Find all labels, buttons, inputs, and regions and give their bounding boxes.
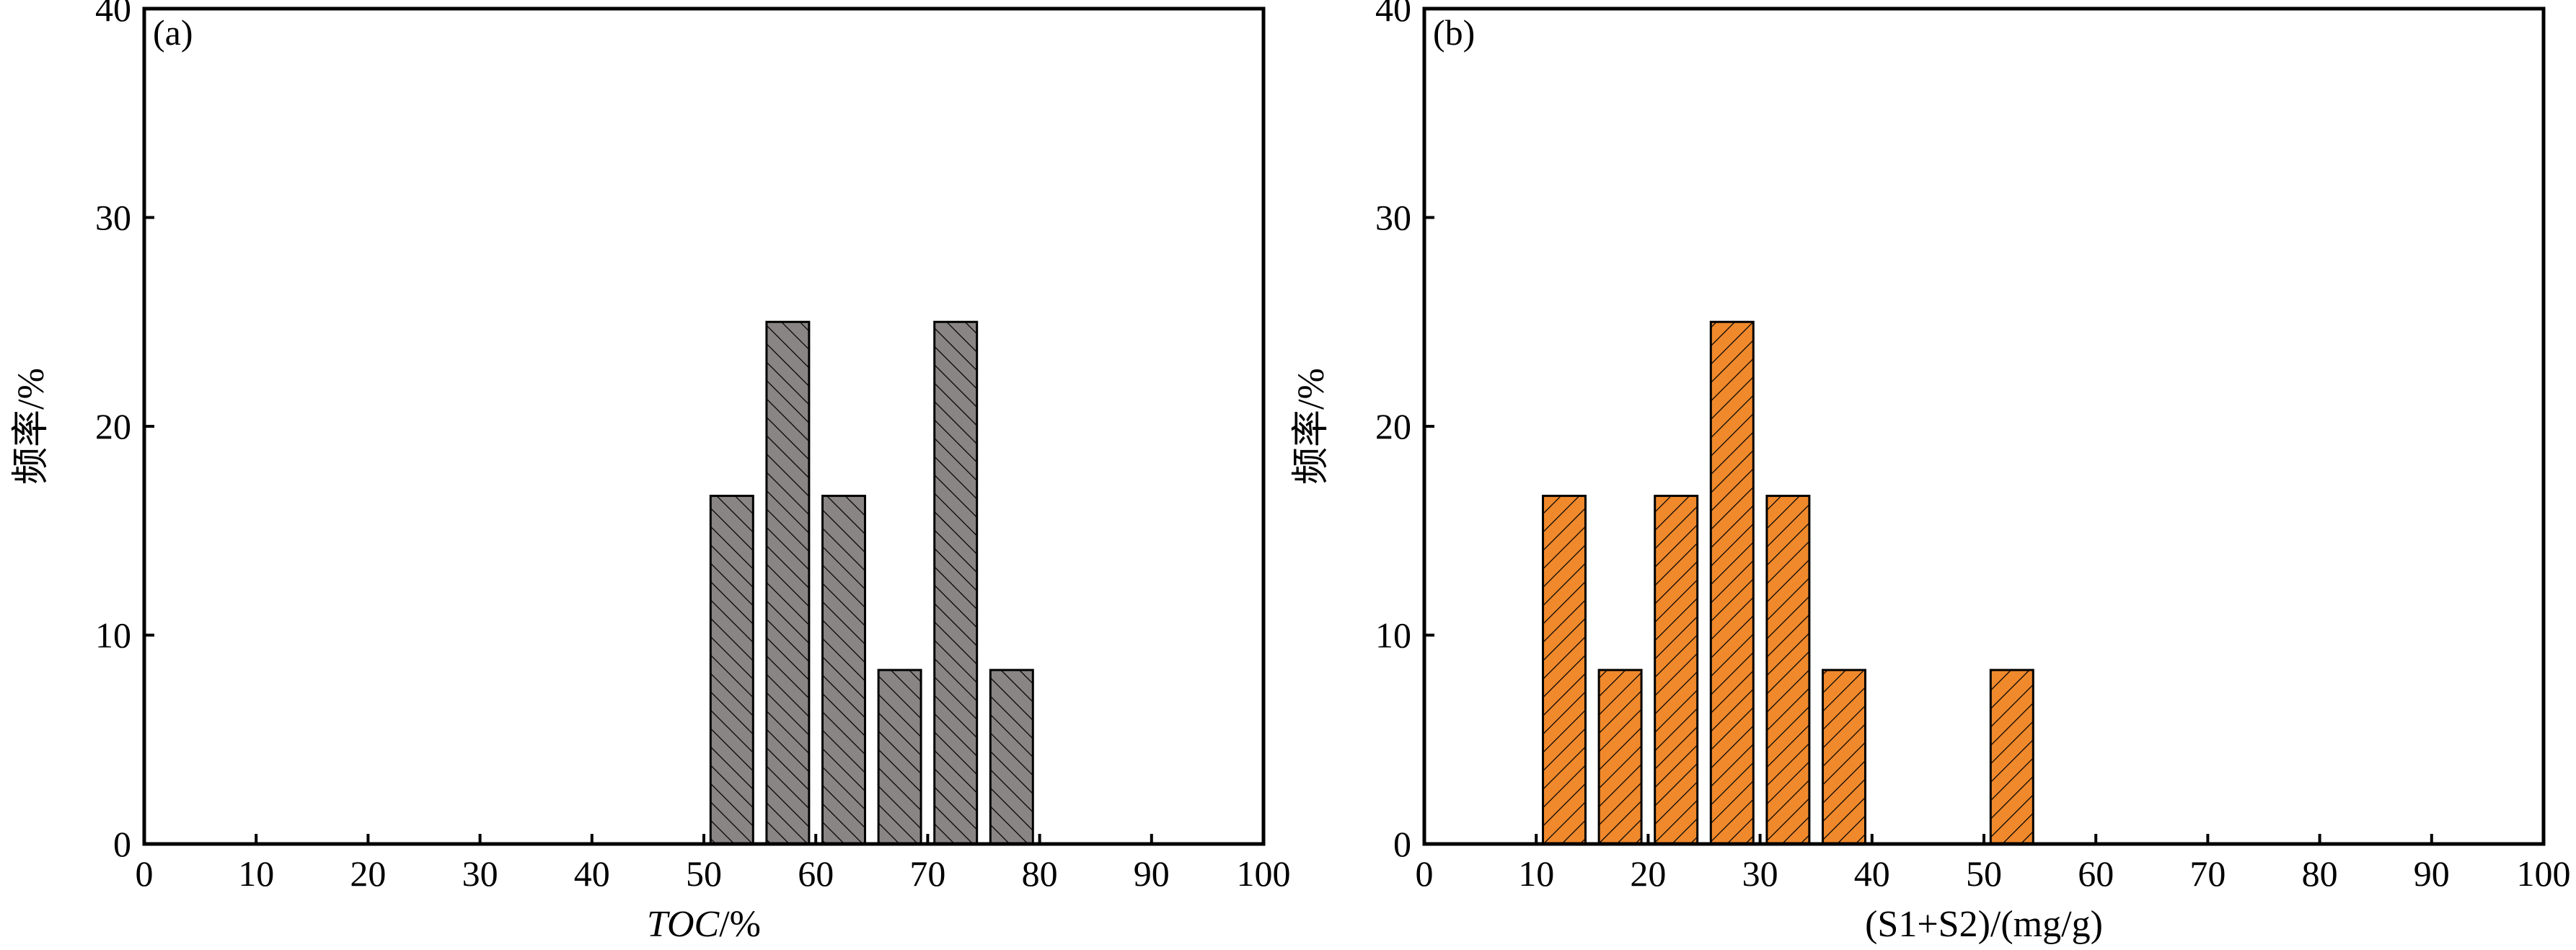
y-tick-label-a-0: 0: [113, 824, 131, 864]
bar-hatch-b-4: [1765, 494, 1811, 845]
x-axis-title-a-unit: /%: [719, 904, 761, 945]
x-tick-label-b-10: 100: [2517, 853, 2571, 894]
y-tick-label-b-0: 0: [1393, 824, 1411, 864]
x-axis-title-b: (S1+S2)/(mg/g): [1865, 904, 2103, 945]
y-tick-label-b-2: 20: [1375, 406, 1411, 447]
x-tick-label-a-5: 50: [686, 853, 722, 894]
x-tick-label-b-0: 0: [1416, 853, 1434, 894]
bar-hatch-b-2: [1654, 494, 1699, 845]
y-tick-label-b-4: 40: [1375, 0, 1411, 29]
y-axis-b: 0 10 20 30 40: [1375, 0, 1434, 864]
x-tick-label-a-0: 0: [136, 853, 154, 894]
y-tick-label-a-2: 20: [95, 406, 131, 447]
x-tick-label-b-7: 70: [2189, 853, 2226, 894]
x-tick-label-b-5: 50: [1966, 853, 2002, 894]
y-tick-label-a-1: 10: [95, 615, 131, 656]
x-tick-label-a-9: 90: [1134, 853, 1170, 894]
x-tick-label-b-1: 10: [1518, 853, 1554, 894]
chart-panel-b: 0 10 20 30 40 50 60 70 80 90 100 0 10 20 30 40 (b) 频率/…: [1291, 0, 2571, 945]
x-tick-label-a-6: 60: [798, 853, 834, 894]
bar-hatch-b-5: [1822, 669, 1866, 845]
bar-hatch-b-3: [1709, 320, 1755, 845]
x-axis-a: 0 10 20 30 40 50 60 70 80 90 100: [136, 834, 1291, 894]
bar-hatch-b-1: [1597, 669, 1643, 845]
x-tick-label-a-2: 20: [350, 853, 386, 894]
plot-frame-a: [142, 6, 1266, 846]
panel-label-a: (a): [153, 12, 193, 53]
bar-hatch-b-0: [1542, 494, 1587, 845]
bar-hatch-a-0: [709, 494, 754, 845]
x-tick-label-b-2: 20: [1630, 853, 1666, 894]
x-tick-label-a-4: 40: [574, 853, 610, 894]
x-tick-label-a-7: 70: [909, 853, 945, 894]
y-tick-label-b-1: 10: [1375, 615, 1411, 656]
x-tick-label-b-9: 90: [2414, 853, 2450, 894]
x-axis-title-a: TOC/%: [647, 904, 761, 945]
y-tick-label-a-3: 30: [95, 198, 131, 238]
x-tick-label-b-4: 40: [1854, 853, 1890, 894]
bar-hatch-a-5: [989, 669, 1034, 845]
bar-hatch-b-6: [1989, 669, 2034, 845]
x-tick-label-a-8: 80: [1022, 853, 1058, 894]
bar-hatch-a-2: [821, 494, 866, 845]
y-tick-label-b-3: 30: [1375, 198, 1411, 238]
x-tick-label-a-1: 10: [238, 853, 274, 894]
x-tick-label-a-10: 100: [1237, 853, 1291, 894]
x-tick-label-a-3: 30: [462, 853, 498, 894]
x-tick-label-b-6: 60: [2078, 853, 2114, 894]
plot-frame-b: [1422, 6, 2546, 846]
chart-panel-a: 0 10 20 30 40 50 60 70 80 90 100 0 10 20 30 40 (a) 频率/…: [11, 0, 1291, 945]
bar-hatch-a-1: [765, 320, 811, 845]
bar-series-a: [709, 320, 1034, 845]
bar-hatch-a-3: [877, 669, 922, 845]
bar-series-b: [1542, 320, 2034, 845]
bar-hatch-a-4: [933, 320, 979, 845]
x-axis-title-a-var: TOC: [647, 904, 720, 945]
y-axis-title-a: 频率/%: [11, 368, 52, 485]
x-tick-label-b-8: 80: [2302, 853, 2338, 894]
y-axis-a: 0 10 20 30 40: [95, 0, 154, 864]
y-tick-label-a-4: 40: [95, 0, 131, 29]
x-tick-label-b-3: 30: [1742, 853, 1778, 894]
y-axis-title-b: 频率/%: [1291, 368, 1332, 485]
panel-label-b: (b): [1433, 12, 1475, 53]
